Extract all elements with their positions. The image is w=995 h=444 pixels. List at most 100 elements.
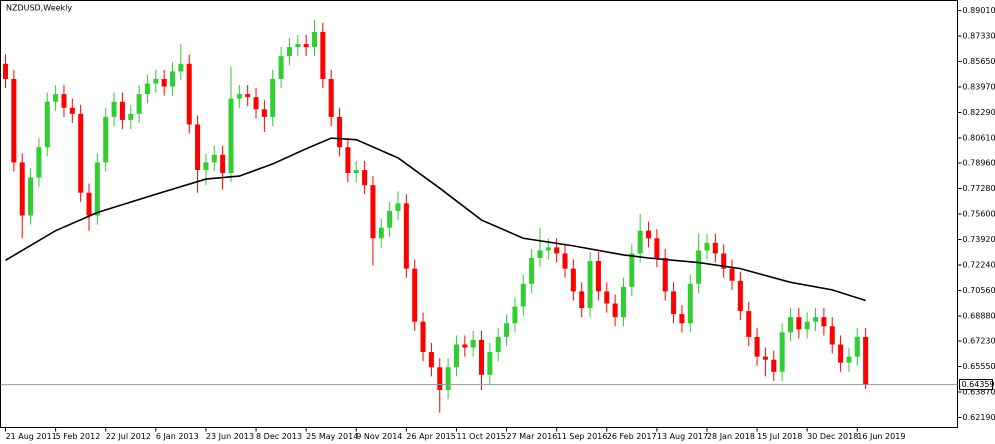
x-tick-label: 26 Feb 2017 <box>607 432 657 441</box>
candle-body <box>103 116 109 163</box>
candle-body <box>662 258 668 292</box>
y-tick-label: 0.75600 <box>963 210 995 219</box>
candle-body <box>186 63 192 125</box>
x-tick-label: 6 Jan 2013 <box>156 432 199 441</box>
price-label: 0.64359 <box>962 380 995 389</box>
candle-body <box>712 242 718 254</box>
moving-average <box>5 137 866 302</box>
candle-body <box>529 258 535 284</box>
candle-body <box>620 286 626 318</box>
candle-body <box>520 283 526 307</box>
x-tick-label: 22 Jul 2012 <box>106 432 151 441</box>
x-tick-label: 8 Dec 2013 <box>256 432 302 441</box>
candle-body <box>495 336 501 353</box>
candle-body <box>462 344 468 348</box>
y-tick-label: 0.67230 <box>963 337 995 346</box>
candle-body <box>211 154 217 163</box>
candle-body <box>69 107 75 114</box>
candle-body <box>787 317 793 333</box>
candle-body <box>36 147 42 178</box>
candle-body <box>220 154 226 174</box>
candle-body <box>587 261 593 309</box>
candle-body <box>504 323 510 337</box>
candle-body <box>119 101 125 120</box>
x-tick-label: 15 Jul 2018 <box>757 432 802 441</box>
y-tick-label: 0.73920 <box>963 235 995 244</box>
candle-body <box>562 253 568 269</box>
y-tick-label: 0.72240 <box>963 260 995 269</box>
y-tick-label: 0.82290 <box>963 108 995 117</box>
candle-body <box>345 147 351 174</box>
candle-body <box>671 291 677 315</box>
y-tick-label: 0.68880 <box>963 311 995 320</box>
y-tick-label: 0.65550 <box>963 362 995 371</box>
candle-body <box>537 250 543 259</box>
candle-body <box>111 101 117 117</box>
candle-body <box>762 356 768 360</box>
candle-body <box>704 242 710 251</box>
candle-body <box>236 94 242 99</box>
candle-body <box>153 78 159 84</box>
candle-body <box>11 78 17 163</box>
candle-body <box>612 303 618 318</box>
candle-body <box>453 344 459 368</box>
y-tick-label: 0.83970 <box>963 82 995 91</box>
candle-body <box>854 336 860 357</box>
x-tick-label: 9 Nov 2014 <box>356 432 402 441</box>
candle-body <box>295 44 301 48</box>
candle-body <box>86 192 92 216</box>
x-tick-label: 26 Apr 2015 <box>406 432 455 441</box>
candle-body <box>261 109 267 117</box>
candle-body <box>19 162 25 216</box>
candle-body <box>170 71 176 87</box>
x-tick-label: 5 Feb 2012 <box>56 432 101 441</box>
candle-body <box>378 227 384 239</box>
candle-body <box>28 177 34 216</box>
y-tick-label: 0.89010 <box>963 6 995 15</box>
y-tick-label: 0.80610 <box>963 133 995 142</box>
x-tick-label: 23 Jun 2013 <box>206 432 254 441</box>
candle-body <box>863 336 869 385</box>
x-tick-label: 16 Jun 2019 <box>857 432 905 441</box>
candle-body <box>829 326 835 345</box>
candle-body <box>746 311 752 337</box>
candle-body <box>696 250 702 284</box>
candle-body <box>654 238 660 259</box>
candle-body <box>337 116 343 148</box>
candle-body <box>721 253 727 269</box>
candle-body <box>445 367 451 391</box>
x-tick-label: 25 May 2014 <box>306 432 358 441</box>
candle-body <box>637 230 643 254</box>
candle-body <box>253 97 259 110</box>
candle-body <box>470 339 476 348</box>
candle-body <box>737 280 743 312</box>
candle-body <box>779 332 785 372</box>
candle-body <box>311 31 317 48</box>
candle-body <box>838 344 844 363</box>
x-tick-label: 11 Oct 2015 <box>456 432 505 441</box>
candle-body <box>387 210 393 228</box>
candle-body <box>437 367 443 391</box>
x-tick-label: 13 Aug 2017 <box>657 432 708 441</box>
candle-body <box>78 113 84 193</box>
candle-body <box>604 291 610 304</box>
candle-body <box>53 94 59 102</box>
candle-body <box>821 317 827 327</box>
candle-body <box>629 253 635 287</box>
candle-body <box>320 31 326 79</box>
candle-body <box>61 94 67 108</box>
candle-body <box>545 247 551 251</box>
candle-body <box>278 56 284 79</box>
candle-body <box>44 101 50 148</box>
x-tick-label: 11 Sep 2016 <box>557 432 608 441</box>
x-tick-label: 28 Jan 2018 <box>707 432 755 441</box>
y-tick-label: 0.85650 <box>963 57 995 66</box>
candle-body <box>412 268 418 322</box>
x-tick-label: 30 Dec 2018 <box>807 432 858 441</box>
candle-body <box>370 185 376 239</box>
candle-body <box>195 124 201 170</box>
candle-body <box>687 283 693 324</box>
candle-body <box>813 317 819 322</box>
candle-body <box>286 47 292 57</box>
x-tick-label: 27 Mar 2016 <box>507 432 558 441</box>
